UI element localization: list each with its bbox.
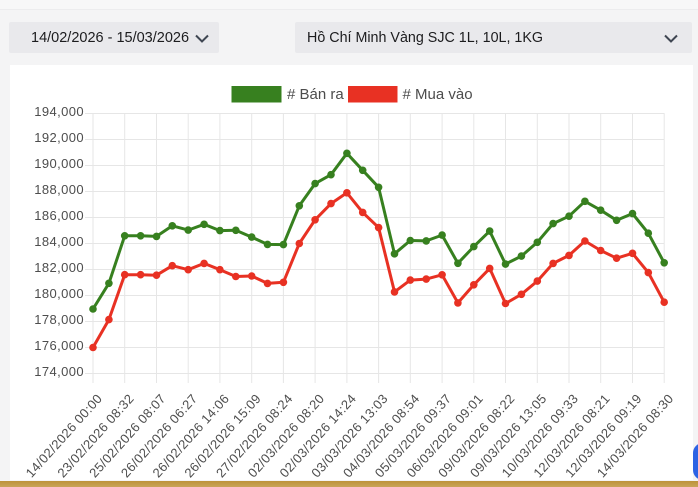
svg-text:190,000: 190,000: [34, 156, 84, 171]
svg-text:180,000: 180,000: [34, 286, 84, 301]
svg-text:# Mua vào: # Mua vào: [403, 86, 473, 103]
svg-text:184,000: 184,000: [34, 234, 84, 249]
svg-text:176,000: 176,000: [34, 338, 84, 353]
svg-text:194,000: 194,000: [34, 104, 84, 119]
svg-text:# Bán ra: # Bán ra: [287, 86, 344, 103]
svg-text:178,000: 178,000: [34, 312, 84, 327]
svg-text:186,000: 186,000: [34, 208, 84, 223]
svg-text:188,000: 188,000: [34, 182, 84, 197]
svg-text:174,000: 174,000: [34, 364, 84, 379]
svg-text:182,000: 182,000: [34, 260, 84, 275]
svg-text:192,000: 192,000: [34, 130, 84, 145]
